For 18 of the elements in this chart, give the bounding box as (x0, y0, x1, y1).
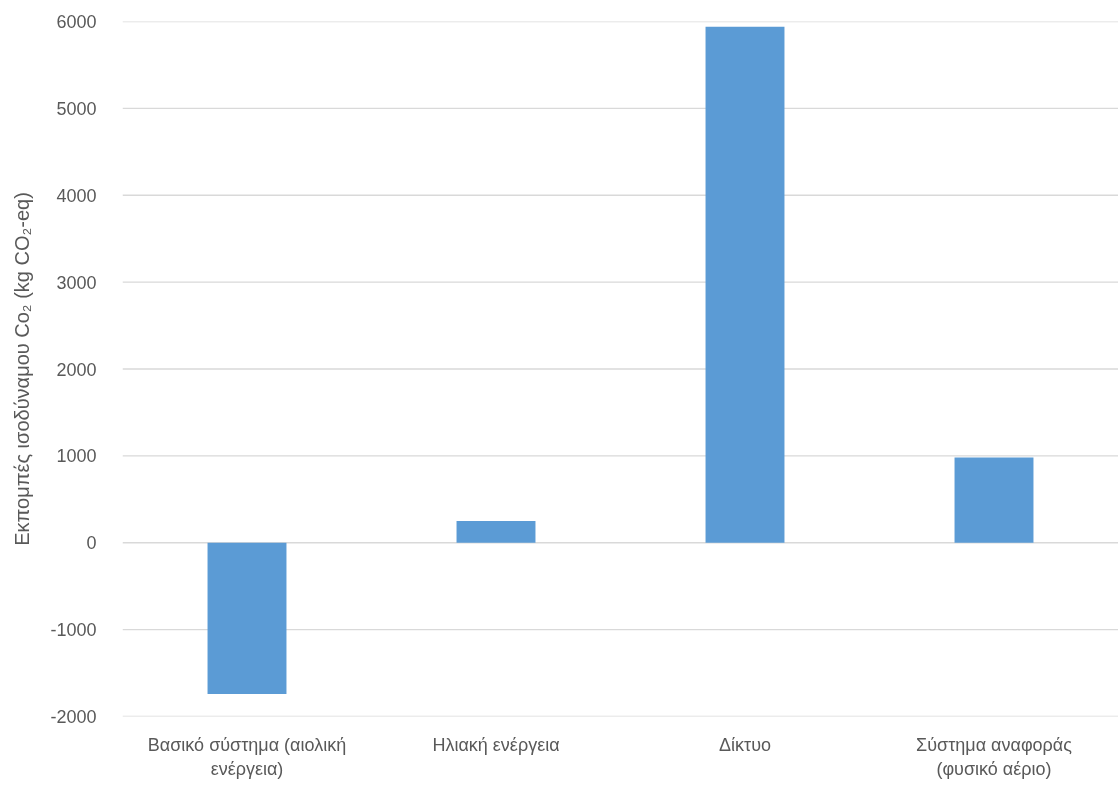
x-tick-label: Βασικό σύστημα (αιολική ενέργεια) (147, 734, 347, 779)
y-tick-label: 0 (86, 533, 97, 554)
y-tick-label: 5000 (56, 98, 97, 119)
bar (705, 26, 785, 543)
x-tick-label: Ηλιακή ενέργεια (432, 734, 560, 755)
y-tick-label: 3000 (56, 272, 97, 293)
y-tick-label: 2000 (56, 359, 97, 380)
bar (456, 521, 536, 543)
y-axis-title: Εκπομπές ισοδύναμου Co₂ (kg CO₂-eq) (11, 192, 34, 546)
bar (207, 542, 287, 694)
y-tick-label: -2000 (50, 707, 97, 727)
bar (954, 457, 1034, 543)
y-tick-label: 4000 (56, 185, 97, 206)
y-tick-label: -1000 (50, 620, 97, 641)
y-tick-label: 1000 (56, 446, 97, 467)
y-tick-label: 6000 (56, 12, 97, 32)
x-tick-label: Δίκτυο (719, 734, 772, 755)
x-tick-label: Σύστημα αναφοράς (φυσικό αέριο) (916, 734, 1073, 779)
